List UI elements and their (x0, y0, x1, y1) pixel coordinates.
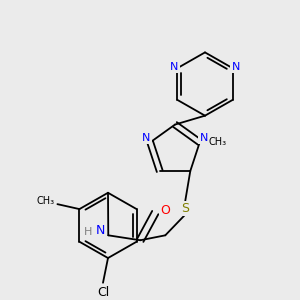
Text: CH₃: CH₃ (209, 137, 227, 147)
Text: N: N (232, 62, 240, 72)
Text: O: O (160, 204, 170, 217)
Text: H: H (84, 227, 92, 237)
Text: N: N (200, 134, 208, 143)
Text: N: N (170, 62, 178, 72)
Text: N: N (96, 224, 105, 237)
Text: S: S (181, 202, 189, 215)
Text: CH₃: CH₃ (36, 196, 55, 206)
Text: Cl: Cl (97, 286, 109, 299)
Text: N: N (142, 134, 151, 143)
